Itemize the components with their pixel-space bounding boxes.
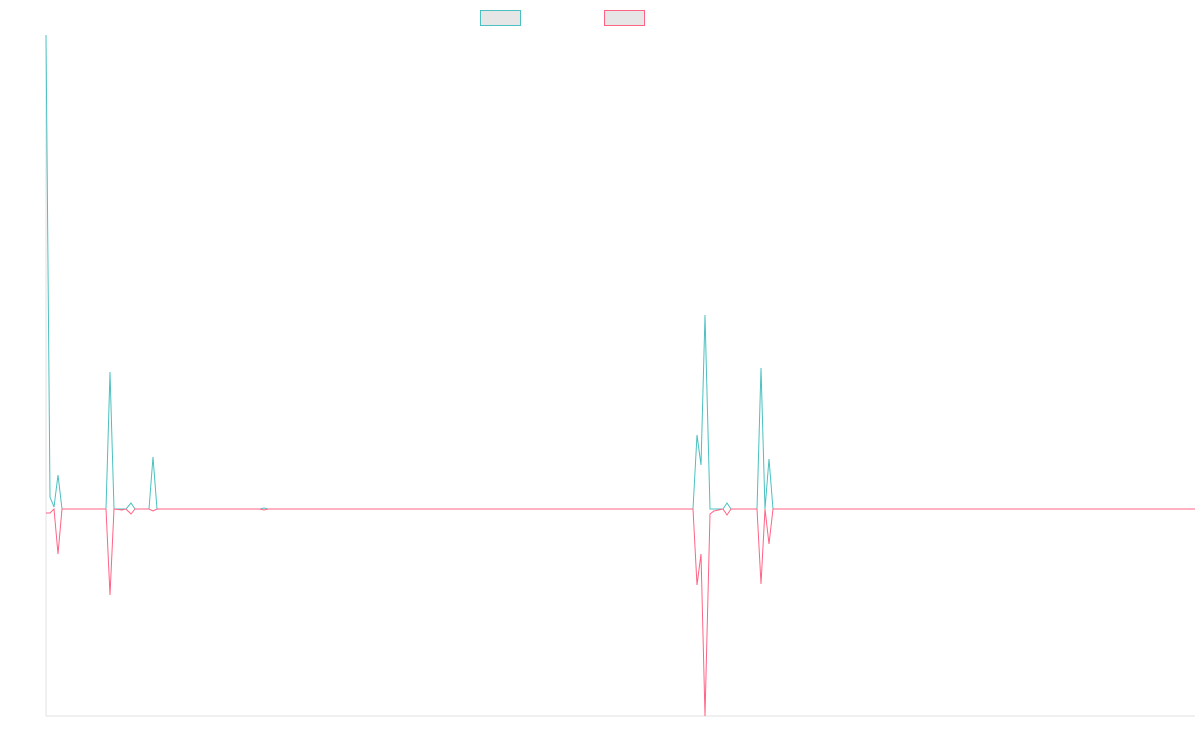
line-series xyxy=(45,34,1195,510)
legend-swatch xyxy=(480,10,521,26)
legend-swatch xyxy=(604,10,645,26)
line-series xyxy=(46,507,1195,717)
